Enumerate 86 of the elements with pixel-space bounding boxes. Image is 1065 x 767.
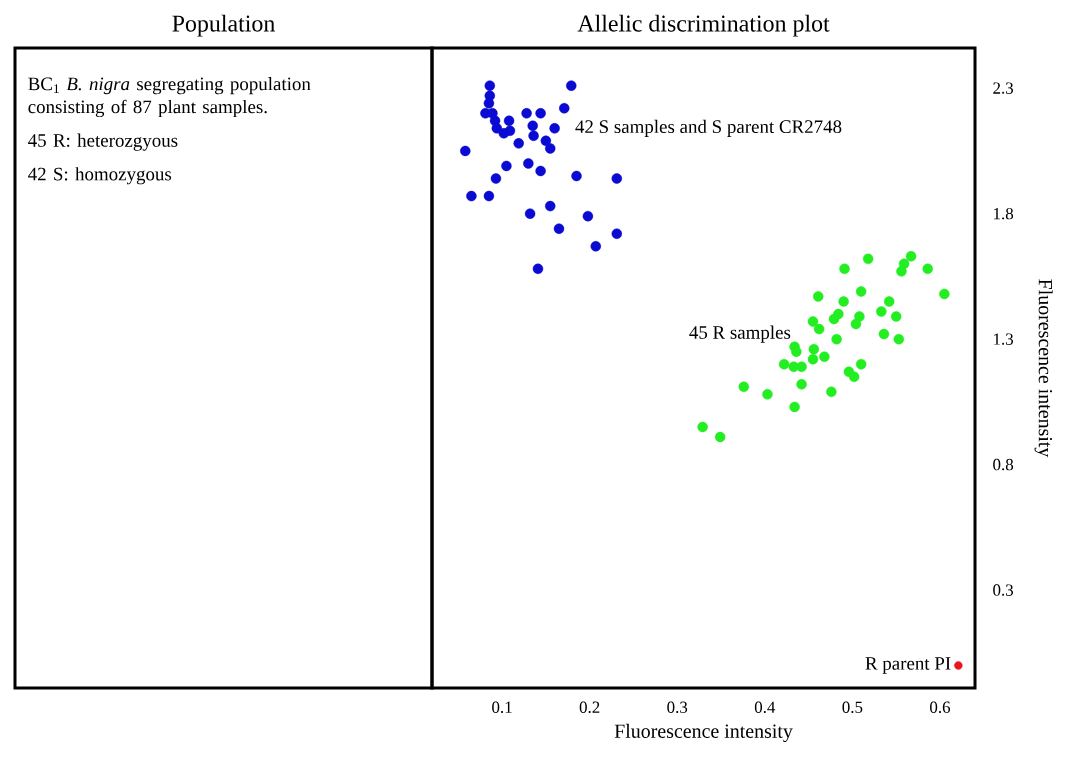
point <box>796 361 807 372</box>
x-tick-label: 0.5 <box>842 701 863 714</box>
text: Population <box>172 14 275 37</box>
y-tick-label: 0.3 <box>993 584 1014 596</box>
point <box>535 108 546 119</box>
point <box>876 306 887 317</box>
point <box>549 123 560 134</box>
x-tick-label: 0.3 <box>667 701 688 714</box>
point <box>855 286 867 297</box>
point <box>848 371 860 382</box>
x-tick-label: 0.1 <box>492 701 512 714</box>
point <box>807 316 819 327</box>
series-label: 42 S samples and S parent CR2748 <box>575 119 842 137</box>
point <box>611 228 622 239</box>
point <box>611 173 622 184</box>
point <box>778 359 790 370</box>
point <box>807 354 819 365</box>
point <box>483 190 495 202</box>
point <box>545 200 556 212</box>
point <box>527 120 538 131</box>
point <box>532 263 544 275</box>
point <box>590 241 601 252</box>
point <box>571 170 582 182</box>
point <box>523 158 534 169</box>
point <box>826 386 837 398</box>
point <box>559 103 570 114</box>
point <box>714 431 726 443</box>
point <box>762 389 773 400</box>
point <box>483 98 495 109</box>
point <box>466 190 477 202</box>
point <box>883 296 895 307</box>
point <box>791 346 802 357</box>
point <box>862 253 874 265</box>
point <box>796 379 807 390</box>
point <box>813 323 825 335</box>
point <box>504 125 516 137</box>
point <box>890 311 902 322</box>
point <box>697 421 708 433</box>
point <box>922 263 933 275</box>
point <box>896 266 907 277</box>
x-tick-label: 0.4 <box>754 701 776 714</box>
y-tick-label: 1.8 <box>994 207 1014 220</box>
point <box>460 145 471 157</box>
text: BC$_{1}$ B. nigra segregating population consisting of 87 plant samples. <box>28 77 311 118</box>
point <box>939 288 950 300</box>
point <box>831 333 842 345</box>
point <box>878 328 890 340</box>
x-tick-label: 0.6 <box>930 701 951 714</box>
point <box>553 223 565 234</box>
series-label: 45 R samples <box>689 325 791 343</box>
point <box>528 130 539 142</box>
point <box>819 351 830 362</box>
x-tick-label: 0.2 <box>579 701 600 714</box>
point <box>893 333 905 345</box>
y-tick-label: 1.3 <box>994 333 1014 345</box>
point <box>535 165 546 177</box>
point <box>905 251 917 262</box>
chart-title: Allelic discrimination plot <box>577 14 830 37</box>
y-axis-title: Fluorescence intensity <box>1034 279 1053 458</box>
point <box>855 359 867 370</box>
point <box>503 115 515 126</box>
point <box>582 210 594 222</box>
point <box>839 263 850 275</box>
point <box>828 313 840 325</box>
y-tick-label: 2.3 <box>993 82 1014 94</box>
y-tick-label: 0.8 <box>993 458 1014 471</box>
point <box>501 160 512 172</box>
point <box>566 80 577 91</box>
text: 45 R: heterozgyous <box>28 133 178 151</box>
point <box>545 143 556 154</box>
text: 42 S: homozygous <box>28 167 172 185</box>
point <box>954 661 963 670</box>
point <box>491 123 503 134</box>
point <box>813 291 824 302</box>
point <box>524 208 536 219</box>
point <box>490 173 502 184</box>
point <box>850 318 862 330</box>
point <box>838 296 849 307</box>
point <box>484 80 496 91</box>
point <box>513 138 524 149</box>
point <box>808 343 820 355</box>
point <box>521 108 532 119</box>
point <box>789 401 800 413</box>
point <box>738 381 749 393</box>
series-label: R parent PI <box>865 657 951 674</box>
x-axis-title: Fluorescence intensity <box>614 723 793 742</box>
